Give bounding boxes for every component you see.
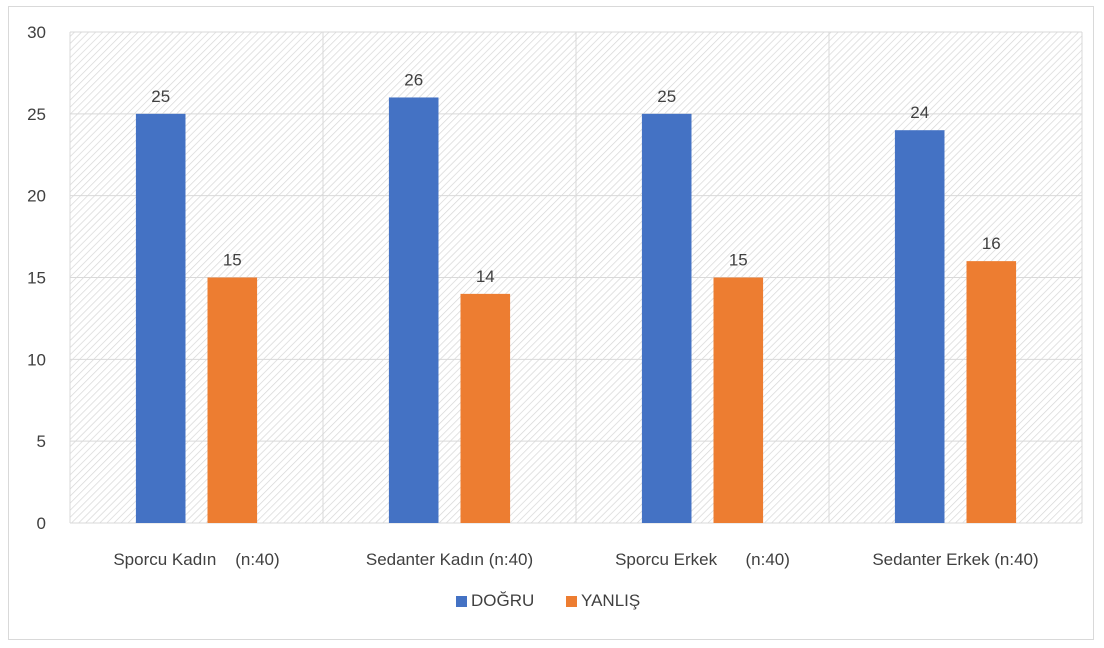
y-tick-label: 10 (27, 350, 46, 369)
category-label-2: Sporcu Erkek (n:40) (615, 550, 790, 569)
y-tick-label: 5 (37, 432, 46, 451)
legend-swatch-doğru (456, 596, 467, 607)
bars (135, 97, 1017, 524)
bar-doğru-1[interactable] (388, 97, 439, 523)
y-tick-label: 20 (27, 187, 46, 206)
y-tick-label: 25 (27, 105, 46, 124)
data-label: 25 (151, 87, 170, 106)
data-label: 25 (657, 87, 676, 106)
bar-yanliş-1[interactable] (460, 293, 511, 523)
category-label-3: Sedanter Erkek (n:40) (872, 550, 1038, 569)
data-label: 14 (476, 267, 495, 286)
y-tick-label: 0 (37, 514, 46, 533)
data-label: 26 (404, 70, 423, 89)
bar-doğru-0[interactable] (135, 113, 186, 523)
data-label: 15 (223, 251, 242, 270)
y-tick-label: 30 (27, 23, 46, 42)
bar-doğru-2[interactable] (641, 113, 692, 523)
category-label-1: Sedanter Kadın (n:40) (366, 550, 533, 569)
data-label: 15 (729, 251, 748, 270)
data-label: 16 (982, 234, 1001, 253)
bar-yanliş-2[interactable] (713, 277, 764, 524)
data-label: 24 (910, 103, 929, 122)
legend-label-doğru: DOĞRU (471, 591, 534, 610)
y-tick-label: 15 (27, 269, 46, 288)
category-label-0: Sporcu Kadın (n:40) (113, 550, 279, 569)
bar-yanliş-3[interactable] (966, 261, 1017, 523)
x-axis-categories: Sporcu Kadın (n:40) Sedanter Kadın (n:40)… (113, 550, 1038, 569)
legend-swatch-yanliş (566, 596, 577, 607)
y-axis-ticks: 0 5 10 15 20 25 30 (27, 23, 46, 533)
data-labels: 25 15 26 14 25 15 24 16 (151, 70, 1001, 285)
legend-label-yanliş: YANLIŞ (581, 591, 640, 610)
bar-doğru-3[interactable] (894, 130, 945, 523)
legend: DOĞRU YANLIŞ (456, 591, 640, 610)
bar-yanliş-0[interactable] (207, 277, 258, 524)
